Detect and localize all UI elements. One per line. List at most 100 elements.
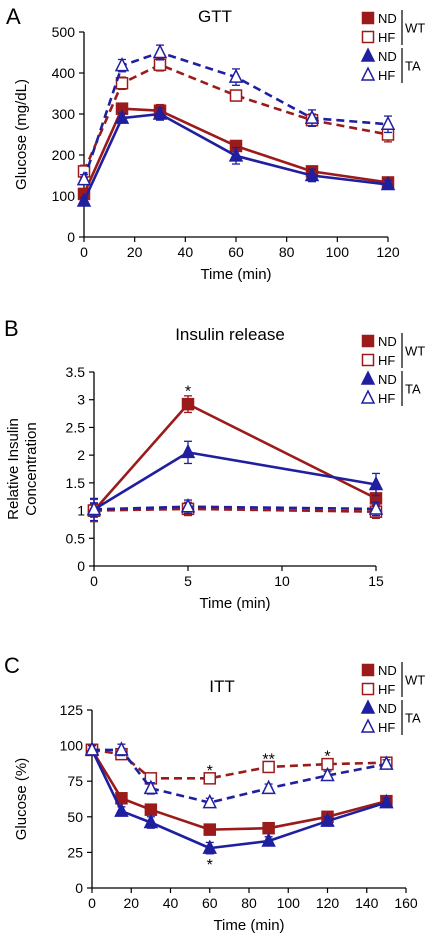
data-point: [261, 779, 276, 795]
y-tick-label: 3.5: [66, 364, 86, 380]
data-point: [153, 58, 167, 72]
y-tick-label: 2.5: [66, 419, 86, 435]
legend-marker: [361, 663, 375, 677]
data-point: [180, 443, 196, 459]
y-tick-label: 1.5: [66, 475, 86, 491]
x-tick-label: 40: [163, 895, 179, 911]
series-wt-hf: [85, 743, 393, 785]
legend-marker: [360, 47, 376, 62]
chart-title: ITT: [209, 677, 235, 696]
data-point: [152, 105, 168, 120]
legend-label: HF: [378, 30, 395, 45]
data-point: [202, 793, 217, 809]
data-point: [261, 832, 276, 847]
legend-marker: [360, 66, 376, 81]
legend-label: ND: [378, 334, 397, 349]
significance-star: *: [185, 383, 191, 400]
data-point: [203, 823, 216, 836]
legend: ND HF ND HF WT TA: [360, 10, 425, 83]
data-point: [320, 812, 335, 827]
series-line: [92, 748, 387, 804]
x-tick-label: 80: [279, 244, 295, 260]
data-point: [380, 115, 396, 131]
legend-group-label: WT: [405, 344, 425, 359]
data-point: [368, 475, 384, 491]
series-line: [93, 505, 377, 511]
x-tick-label: 0: [80, 244, 88, 260]
legend: ND HF ND HF WT TA: [360, 662, 425, 735]
series-wt-nd: [85, 743, 393, 836]
legend-label: HF: [378, 720, 395, 735]
legend-group-label: WT: [405, 673, 425, 688]
chart-panel-a: A GTT 0 20 40 60 80 100 120 0 100 200 300 400 500 Time …: [6, 4, 425, 283]
chart-title: Insulin release: [175, 325, 285, 344]
data-point: [379, 755, 394, 770]
data-point: [203, 772, 216, 785]
panel-letter: A: [6, 4, 21, 29]
legend-label: ND: [378, 701, 397, 716]
legend-marker: [360, 718, 376, 733]
data-point: [320, 766, 335, 782]
x-axis-label: Time (min): [199, 595, 270, 612]
series-line: [82, 63, 389, 172]
data-point: [228, 147, 244, 162]
legend-marker: [361, 353, 375, 367]
legend-label: HF: [378, 353, 395, 368]
y-tick-label: 25: [67, 844, 83, 860]
data-point: [76, 192, 92, 207]
series-line: [91, 748, 387, 780]
legend-marker: [360, 699, 376, 714]
legend-label: ND: [378, 11, 397, 26]
series-line: [82, 112, 389, 202]
series-ta-hf: [86, 498, 384, 517]
x-tick-label: 60: [228, 244, 244, 260]
y-axis-label: Glucose (mg/dL): [13, 79, 30, 190]
data-point: [229, 89, 243, 102]
y-tick-label: 100: [60, 738, 84, 754]
data-point: [143, 813, 159, 829]
y-tick-label: 200: [52, 147, 76, 163]
data-point: [115, 77, 129, 90]
y-tick-label: 50: [67, 809, 83, 825]
x-tick-label: 160: [394, 895, 418, 911]
y-tick-label: 3: [77, 392, 85, 408]
chart-panel-c: C ITT 0 20 40 60 80 100 120 140 160 0 25 50 75 100 125 Ti…: [4, 653, 425, 934]
x-tick-label: 100: [326, 244, 350, 260]
significance-star: *: [207, 763, 213, 780]
data-point: [368, 500, 384, 515]
y-tick-label: 1: [77, 503, 85, 519]
significance-star: *: [324, 749, 330, 766]
data-point: [262, 821, 275, 835]
y-tick-label: 0.5: [66, 530, 86, 546]
series-line: [82, 51, 389, 181]
data-point: [304, 166, 320, 182]
x-tick-label: 15: [368, 573, 384, 589]
legend-group-label: TA: [405, 382, 421, 397]
data-point: [304, 109, 320, 124]
y-tick-label: 75: [67, 773, 83, 789]
legend-label: ND: [378, 372, 397, 387]
y-tick-label: 500: [52, 24, 76, 40]
x-tick-label: 10: [274, 573, 290, 589]
legend-marker: [361, 682, 375, 696]
x-tick-label: 80: [241, 895, 257, 911]
x-tick-label: 100: [277, 895, 301, 911]
series-ta-nd: [76, 105, 396, 207]
legend-marker: [361, 334, 375, 348]
legend-marker: [360, 370, 376, 385]
legend-label: HF: [378, 68, 395, 83]
legend-marker: [361, 11, 375, 25]
data-point: [152, 43, 168, 59]
data-point: [144, 803, 158, 816]
legend-group-label: TA: [405, 59, 421, 74]
series-line: [93, 402, 377, 512]
y-axis-label: Glucose (%): [13, 758, 30, 841]
y-tick-label: 100: [52, 188, 76, 204]
x-tick-label: 140: [355, 895, 379, 911]
x-axis-label: Time (min): [200, 266, 271, 283]
series-wt-nd: [87, 395, 383, 523]
legend-group-label: WT: [405, 21, 425, 36]
legend-group-label: TA: [405, 711, 421, 726]
series-ta-nd: [84, 741, 394, 855]
